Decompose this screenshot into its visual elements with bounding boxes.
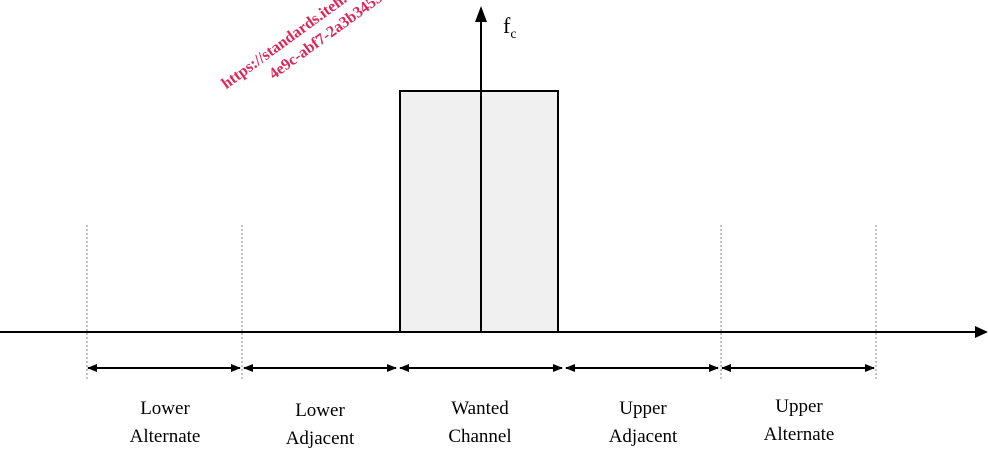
band-label-upper-alternate: Upper Alternate <box>721 393 877 449</box>
band-label-line2: Adjacent <box>285 428 355 449</box>
band-label-lower-alternate: Lower Alternate <box>87 395 243 451</box>
wanted-channel-box <box>399 90 559 333</box>
band-label-line2: Channel <box>448 426 512 447</box>
band-label-line2: Alternate <box>129 426 201 447</box>
band-label-line1: Wanted <box>451 398 509 419</box>
center-frequency-arrowhead <box>475 6 487 22</box>
band-label-line2: Alternate <box>763 424 835 445</box>
center-frequency-symbol: f <box>503 13 511 38</box>
band-label-line1: Lower <box>295 400 345 421</box>
band-label-line1: Lower <box>140 398 190 419</box>
band-label-wanted-channel: Wanted Channel <box>402 395 558 451</box>
center-frequency-label: fc <box>503 13 517 43</box>
center-frequency-subscript: c <box>510 27 517 42</box>
band-label-upper-adjacent: Upper Adjacent <box>565 395 721 451</box>
frequency-axis-arrowhead <box>975 326 988 338</box>
band-label-lower-adjacent: Lower Adjacent <box>242 397 398 453</box>
band-label-line2: Adjacent <box>608 426 678 447</box>
band-label-line1: Upper <box>775 396 823 417</box>
band-label-line1: Upper <box>619 398 667 419</box>
